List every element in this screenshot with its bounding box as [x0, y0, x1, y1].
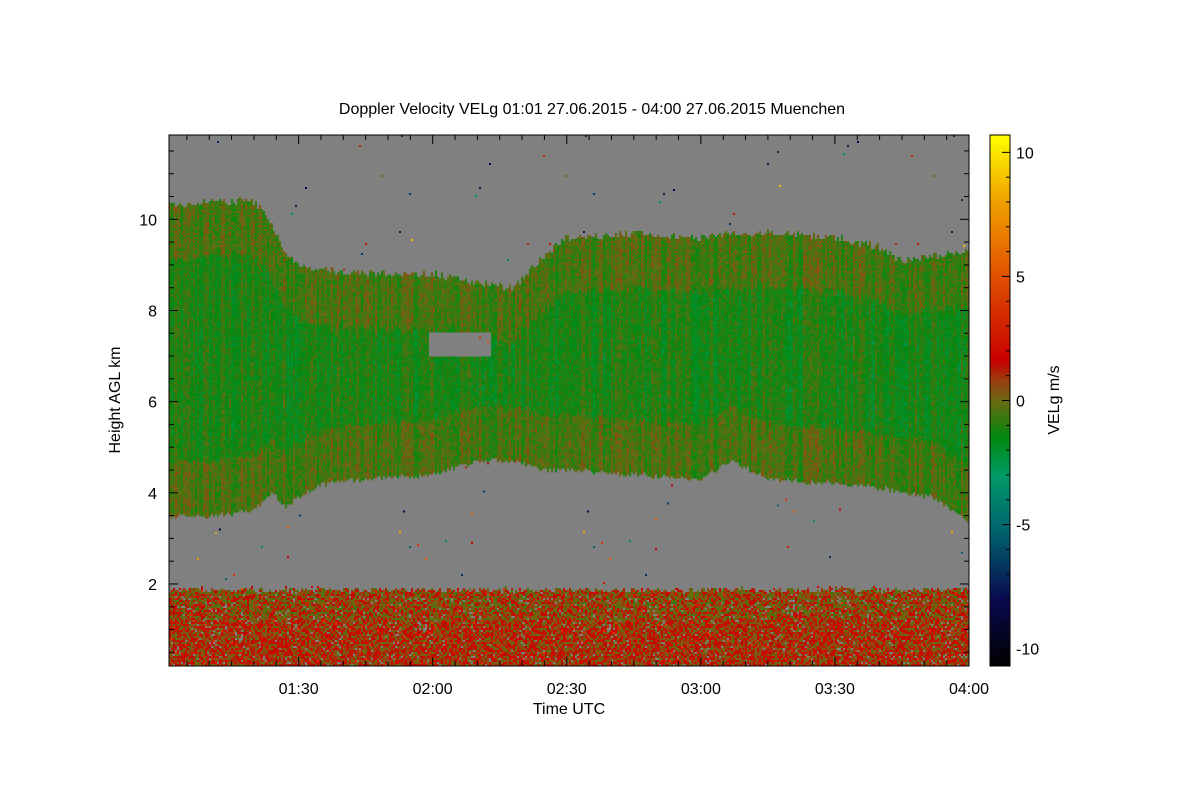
x-axis-label: Time UTC — [533, 701, 605, 718]
colorbar-label: VELg m/s — [1046, 365, 1063, 434]
x-tick-label: 03:30 — [815, 681, 855, 698]
x-tick-label: 02:30 — [547, 681, 587, 698]
plot-frame — [168, 134, 970, 667]
velocity-heatmap — [169, 135, 969, 666]
y-tick-label: 2 — [148, 577, 157, 594]
chart-title: Doppler Velocity VELg 01:01 27.06.2015 -… — [339, 101, 845, 118]
colorbar-tick-label: -10 — [1016, 642, 1039, 659]
x-tick-label: 02:00 — [413, 681, 453, 698]
y-tick-label: 8 — [148, 303, 157, 320]
colorbar-tick-label: 0 — [1016, 394, 1025, 411]
colorbar-tick-label: 10 — [1016, 145, 1034, 162]
colorbar-tick-label: 5 — [1016, 269, 1025, 286]
colorbar-gradient — [990, 135, 1010, 666]
y-tick-label: 10 — [139, 212, 157, 229]
y-axis-label: Height AGL km — [107, 346, 124, 453]
y-tick-label: 4 — [148, 486, 157, 503]
x-tick-label: 03:00 — [681, 681, 721, 698]
y-tick-label: 6 — [148, 395, 157, 412]
x-tick-label: 04:00 — [949, 681, 989, 698]
colorbar-tick-label: -5 — [1016, 518, 1030, 535]
x-tick-label: 01:30 — [279, 681, 319, 698]
